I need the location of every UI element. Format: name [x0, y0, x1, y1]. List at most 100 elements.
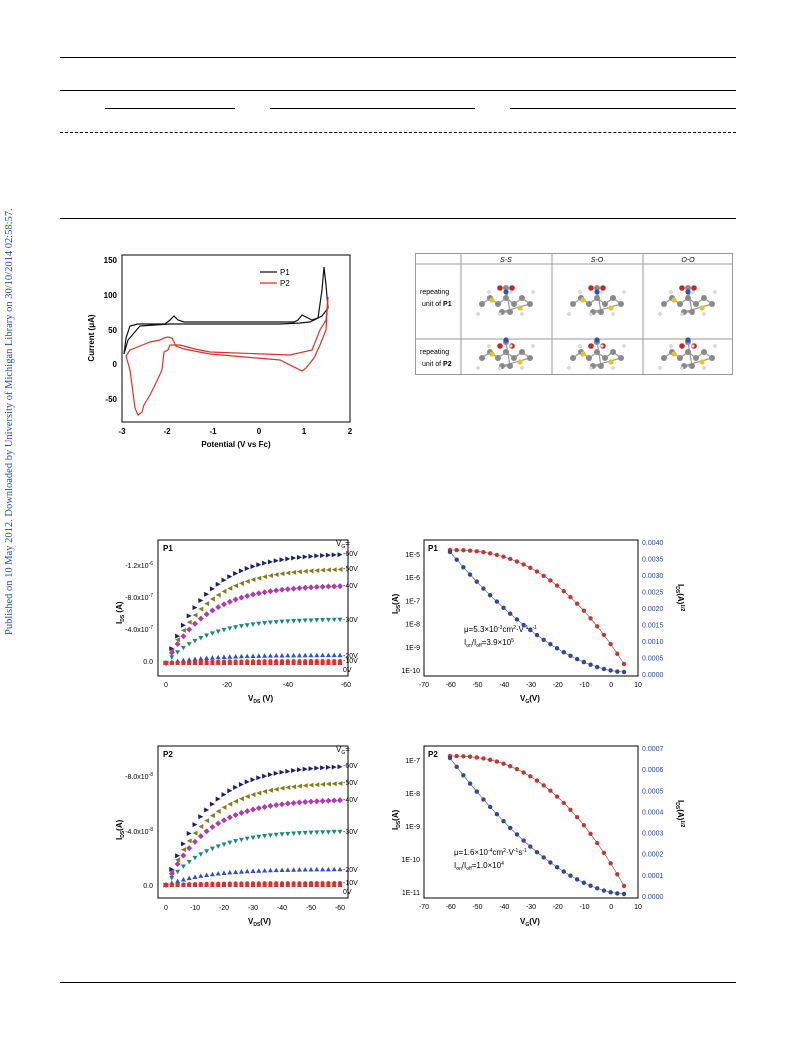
tr2-y2label: IDS(A)1/2 — [674, 800, 685, 827]
data-point — [192, 822, 198, 828]
tr1-y2label: IDS(A)1/2 — [674, 584, 685, 611]
data-point — [198, 597, 204, 603]
data-point — [227, 585, 233, 591]
data-point — [238, 796, 244, 802]
data-point — [331, 764, 337, 770]
tr1-tag: P1 — [428, 544, 438, 553]
data-point — [198, 661, 203, 665]
data-point — [285, 768, 291, 774]
header-rule-1 — [60, 57, 736, 58]
tr-xtick: -50 — [472, 904, 482, 911]
data-point — [164, 661, 168, 665]
data-point — [169, 655, 175, 660]
tr1-series — [447, 547, 627, 675]
data-point — [267, 588, 274, 595]
output-series--40V — [163, 797, 343, 888]
data-point — [197, 615, 204, 622]
output-plot-p1: P1 VG= -60V -50V -40V -30V -20V-10V 0V -1.2x1… — [115, 539, 358, 705]
data-point — [180, 847, 186, 853]
out1-xtick: -60 — [341, 682, 351, 689]
data-point — [296, 867, 302, 872]
data-point — [320, 830, 326, 835]
table-header-ss: S-S — [500, 257, 512, 264]
header-rule-2 — [60, 90, 736, 91]
vg-label: -50V — [343, 780, 358, 787]
data-point — [290, 799, 297, 806]
data-point — [279, 801, 285, 808]
structure-table-grid: S-S S-O O-O repeating unit of P1 repeati… — [416, 254, 732, 374]
data-point — [302, 830, 308, 836]
data-point — [337, 866, 343, 872]
data-point — [256, 790, 262, 796]
tr-xtick: -40 — [499, 904, 509, 911]
data-point — [285, 619, 291, 624]
data-point — [302, 652, 308, 658]
tr-xtick: 0 — [609, 904, 613, 911]
data-point — [325, 797, 332, 804]
data-point — [337, 552, 343, 558]
data-point — [209, 813, 215, 819]
download-notice: Published on 10 May 2012. Downloaded by … — [4, 195, 18, 635]
out1-ytick: -8.0x10-7 — [125, 593, 153, 602]
data-point — [314, 765, 320, 771]
tr-ytick: 1E-9 — [405, 824, 420, 831]
data-point — [291, 784, 297, 790]
data-point — [204, 849, 210, 854]
data-point — [302, 618, 308, 624]
data-point — [338, 661, 342, 665]
data-point — [244, 836, 250, 842]
data-point — [203, 611, 210, 618]
data-point — [222, 883, 226, 887]
tr-xtick: -70 — [419, 682, 429, 689]
tr-y2tick: 0.0010 — [642, 639, 664, 646]
tr-y2tick: 0.0005 — [642, 788, 664, 795]
data-point — [331, 583, 338, 590]
transfer-sqrt-series — [447, 755, 627, 897]
data-point — [262, 883, 267, 887]
tr-xtick: -60 — [446, 682, 456, 689]
data-point — [273, 786, 279, 792]
table-span-rule-2 — [270, 108, 475, 109]
table-row2-pre: repeating — [420, 349, 449, 356]
data-point — [261, 803, 268, 810]
molecule-images — [476, 285, 717, 370]
data-point — [169, 883, 174, 887]
data-point — [192, 874, 198, 879]
data-point — [273, 802, 280, 809]
data-point — [186, 642, 192, 647]
vg-label: -40V — [343, 583, 358, 590]
vg-label: -30V — [343, 829, 358, 836]
data-point — [215, 654, 221, 660]
data-point — [296, 799, 303, 806]
cv-ytick: 50 — [108, 326, 117, 335]
data-point — [221, 804, 227, 810]
data-point — [256, 562, 262, 568]
data-point — [226, 814, 233, 821]
data-point — [238, 568, 244, 574]
tr-xtick: 0 — [609, 682, 613, 689]
data-point — [232, 812, 239, 819]
data-point — [192, 838, 198, 845]
footer-rule — [60, 982, 736, 983]
data-point — [244, 578, 250, 584]
cv-xtick: 1 — [302, 427, 307, 436]
data-point — [221, 601, 227, 608]
vg-label: -10V — [343, 880, 358, 887]
data-point — [320, 883, 325, 887]
molecule-image — [476, 285, 535, 316]
table-header-oo: O-O — [681, 257, 695, 264]
out-xtick: -50 — [306, 905, 316, 912]
data-point — [216, 883, 221, 887]
data-point — [297, 883, 302, 887]
tr-ytick: 1E-11 — [402, 890, 420, 897]
data-point — [308, 782, 314, 788]
data-point — [198, 852, 204, 857]
data-point — [313, 798, 320, 805]
data-point — [221, 588, 227, 594]
data-point — [332, 883, 337, 887]
tr-y2tick: 0.0006 — [642, 767, 664, 774]
cv-yticks: 150 100 50 0 -50 — [104, 256, 118, 404]
output-series-0V — [164, 883, 342, 887]
data-point — [180, 622, 186, 628]
data-point — [290, 585, 297, 592]
